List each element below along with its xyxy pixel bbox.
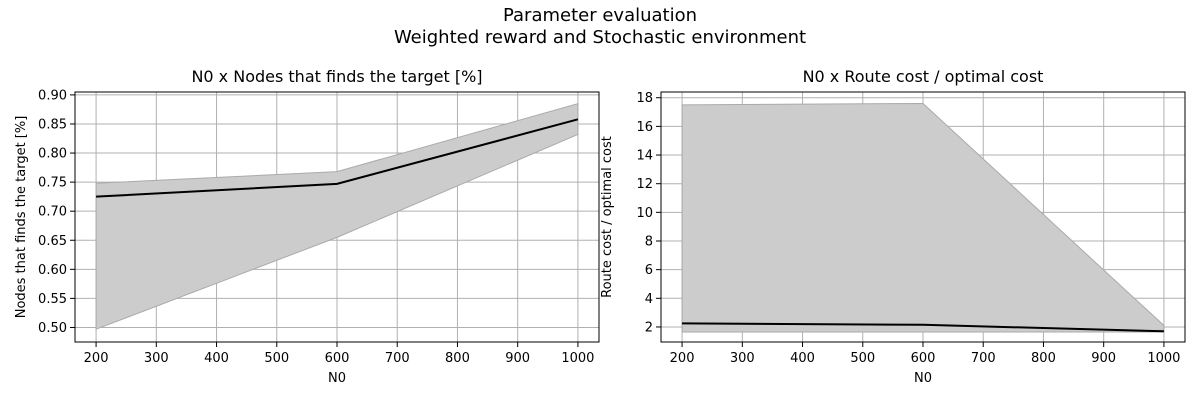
chart2-x-axis-label: N0 (914, 371, 932, 386)
chart2-x-tick-label: 800 (1031, 351, 1056, 366)
chart2-y-tick-label: 2 (645, 320, 653, 335)
chart1-x-tick-label: 500 (264, 351, 289, 366)
chart1-x-tick-label: 700 (385, 351, 410, 366)
chart2-x-tick-label: 600 (911, 351, 936, 366)
chart2-y-tick-label: 6 (645, 263, 653, 278)
chart2-y-tick-label: 4 (645, 292, 653, 307)
chart2-x-tick-label: 900 (1091, 351, 1116, 366)
chart2-y-tick-label: 18 (636, 91, 653, 106)
chart1-y-tick-label: 0.65 (38, 234, 67, 249)
chart1-x-tick-label: 400 (204, 351, 229, 366)
chart1-y-tick-label: 0.85 (38, 117, 67, 132)
chart2-x-tick-label: 1000 (1147, 351, 1180, 366)
chart1-title: N0 x Nodes that finds the target [%] (191, 67, 482, 86)
chart1-y-tick-label: 0.50 (38, 321, 67, 336)
chart1-y-axis-label: Nodes that finds the target [%] (14, 116, 29, 319)
chart2-y-axis-label: Route cost / optimal cost (600, 136, 615, 298)
chart2-x-tick-label: 500 (850, 351, 875, 366)
chart2-series1-line (682, 322, 1164, 333)
chart1-x-tick-label: 800 (445, 351, 470, 366)
chart2-title: N0 x Route cost / optimal cost (803, 67, 1044, 86)
chart2-y-tick-label: 14 (636, 149, 653, 164)
chart2-x-tick-label: 300 (730, 351, 755, 366)
chart1-x-tick-label: 1000 (561, 351, 594, 366)
chart2-y-tick-label: 16 (636, 120, 653, 135)
chart1-y-tick-label: 0.90 (38, 88, 67, 103)
figure-title: Parameter evaluation (502, 5, 698, 26)
chart1-series1-line (96, 118, 579, 198)
chart1-x-tick-label: 300 (144, 351, 169, 366)
chart1-x-axis-label: N0 (328, 371, 346, 386)
chart1-x-tick-label: 600 (325, 351, 350, 366)
chart2-x-tick-label: 400 (790, 351, 815, 366)
chart2-x-tick-label: 200 (670, 351, 695, 366)
figure-subtitle: Weighted reward and Stochastic environme… (393, 27, 807, 48)
chart1-series1-band (95, 102, 579, 330)
chart2-y-tick-label: 8 (645, 234, 653, 249)
chart1-y-tick-label: 0.60 (38, 263, 67, 278)
chart1-x-tick-label: 900 (505, 351, 530, 366)
chart1-y-tick-label: 0.55 (38, 292, 67, 307)
chart2-y-tick-label: 12 (636, 177, 653, 192)
chart1-y-tick-label: 0.70 (38, 205, 67, 220)
chart1-x-tick-label: 200 (84, 351, 109, 366)
chart2-series1-band (681, 102, 1165, 333)
chart2-y-tick-label: 10 (636, 206, 653, 221)
chart1-y-tick-label: 0.75 (38, 176, 67, 191)
chart2-x-tick-label: 700 (971, 351, 996, 366)
chart1-y-tick-label: 0.80 (38, 147, 67, 162)
